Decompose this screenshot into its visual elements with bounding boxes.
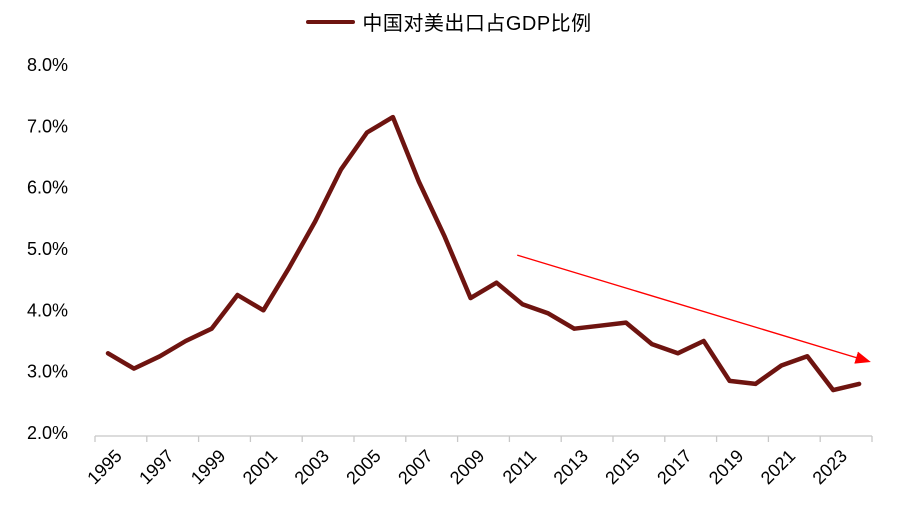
- y-axis-tick-label: 7.0%: [27, 116, 68, 136]
- x-axis-tick-label: 2021: [757, 446, 799, 488]
- x-axis-tick-label: 1997: [135, 446, 177, 488]
- series-line: [105, 114, 862, 393]
- x-axis-tick-label: 2015: [601, 446, 643, 488]
- x-axis-tick-label: 2001: [239, 446, 281, 488]
- x-axis-tick-label: 2011: [499, 446, 541, 488]
- y-axis-tick-label: 2.0%: [27, 423, 68, 443]
- x-axis-tick-label: 2009: [446, 446, 488, 488]
- y-axis-tick-label: 6.0%: [27, 178, 68, 198]
- y-axis-tick-label: 3.0%: [27, 362, 68, 382]
- x-axis-tick-label: 2017: [653, 446, 695, 488]
- x-axis-tick-label: 2019: [705, 446, 747, 488]
- x-axis-tick-label: 2003: [291, 446, 333, 488]
- legend-line-swatch: [306, 19, 356, 24]
- trend-arrow: [517, 254, 871, 364]
- x-axis-tick-label: 2005: [342, 446, 384, 488]
- y-axis-tick-label: 8.0%: [27, 55, 68, 75]
- x-axis-tick-label: 2007: [394, 446, 436, 488]
- chart-legend: 中国对美出口占GDP比例: [0, 7, 898, 36]
- x-axis-tick-label: 1999: [187, 446, 229, 488]
- x-axis-tick-label: 1995: [83, 446, 125, 488]
- y-axis-tick-label: 5.0%: [27, 239, 68, 259]
- x-axis-tick-label: 2013: [550, 446, 592, 488]
- x-axis-tick-label: 2023: [809, 446, 851, 488]
- legend-label: 中国对美出口占GDP比例: [362, 13, 592, 35]
- y-axis-tick-label: 4.0%: [27, 300, 68, 320]
